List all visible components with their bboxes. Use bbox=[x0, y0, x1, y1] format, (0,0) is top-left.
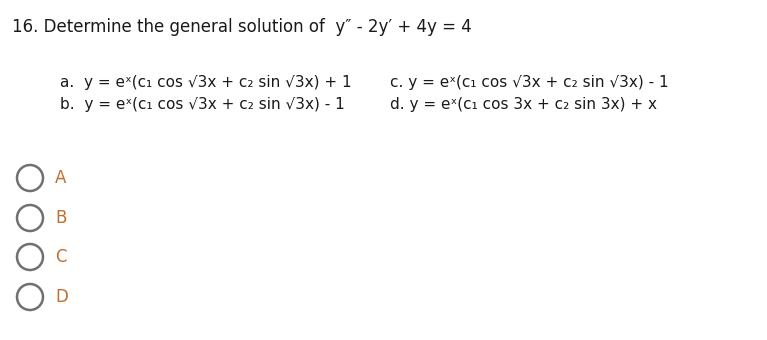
Text: C: C bbox=[55, 248, 67, 266]
Text: 16. Determine the general solution of  y″ - 2y′ + 4y = 4: 16. Determine the general solution of y″… bbox=[12, 18, 472, 36]
Text: c. y = eˣ(c₁ cos √3x + c₂ sin √3x) - 1: c. y = eˣ(c₁ cos √3x + c₂ sin √3x) - 1 bbox=[390, 75, 669, 90]
Text: D: D bbox=[55, 288, 67, 306]
Text: B: B bbox=[55, 209, 67, 227]
Text: A: A bbox=[55, 169, 67, 187]
Text: b.  y = eˣ(c₁ cos √3x + c₂ sin √3x) - 1: b. y = eˣ(c₁ cos √3x + c₂ sin √3x) - 1 bbox=[60, 97, 344, 112]
Text: a.  y = eˣ(c₁ cos √3x + c₂ sin √3x) + 1: a. y = eˣ(c₁ cos √3x + c₂ sin √3x) + 1 bbox=[60, 75, 351, 90]
Text: d. y = eˣ(c₁ cos 3x + c₂ sin 3x) + x: d. y = eˣ(c₁ cos 3x + c₂ sin 3x) + x bbox=[390, 97, 657, 112]
